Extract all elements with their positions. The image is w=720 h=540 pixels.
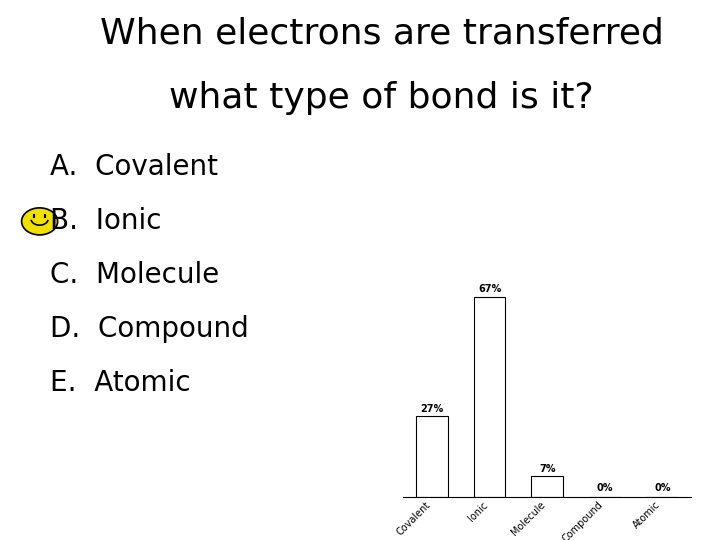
Text: 27%: 27% xyxy=(420,404,444,414)
Text: 0%: 0% xyxy=(654,483,670,493)
Text: D.  Compound: D. Compound xyxy=(50,315,249,343)
Bar xyxy=(474,297,505,497)
Text: A.  Covalent: A. Covalent xyxy=(50,153,218,181)
Text: C.  Molecule: C. Molecule xyxy=(50,261,220,289)
Text: what type of bond is it?: what type of bond is it? xyxy=(169,81,594,115)
Bar xyxy=(416,416,448,497)
Text: When electrons are transferred: When electrons are transferred xyxy=(99,16,664,50)
Text: E.  Atomic: E. Atomic xyxy=(50,369,191,397)
Text: 67%: 67% xyxy=(478,285,501,294)
Bar xyxy=(531,476,563,497)
Circle shape xyxy=(22,208,58,235)
Text: 7%: 7% xyxy=(539,463,555,474)
Text: B.  Ionic: B. Ionic xyxy=(50,207,162,235)
Text: 0%: 0% xyxy=(596,483,613,493)
